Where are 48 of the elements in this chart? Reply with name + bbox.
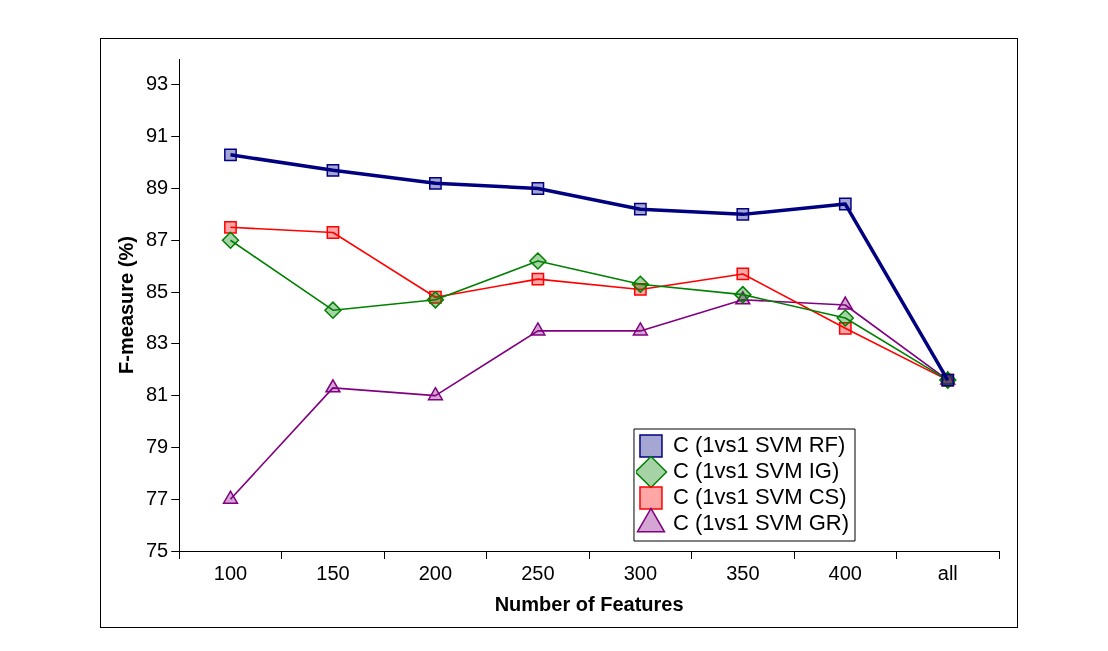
y-tick-label: 77 — [146, 486, 169, 509]
x-tick-label: 150 — [316, 561, 350, 584]
point — [429, 176, 442, 190]
y-tick-label: 93 — [146, 72, 169, 95]
point — [531, 272, 545, 286]
point — [326, 226, 340, 239]
point — [222, 490, 239, 504]
x-tick-label: 100 — [213, 561, 248, 584]
point — [326, 163, 340, 177]
legend-label: C (1vs1 SVM IG) — [672, 458, 840, 484]
point — [529, 252, 547, 270]
y-tick-label: 89 — [146, 175, 169, 198]
x-tick-label: 300 — [623, 561, 658, 584]
x-tick-label: 250 — [521, 561, 555, 584]
x-tick-label: 200 — [418, 561, 453, 584]
point — [221, 231, 240, 250]
y-tick-label: 91 — [146, 124, 169, 147]
y-tick-label: 81 — [146, 383, 169, 406]
point — [736, 267, 750, 281]
point — [224, 148, 237, 162]
point — [325, 379, 341, 393]
point — [633, 202, 647, 216]
x-tick-label: 350 — [726, 561, 760, 584]
point — [224, 220, 237, 234]
point — [736, 207, 750, 221]
y-tick-label: 79 — [146, 434, 169, 457]
y-tick-label: 83 — [146, 331, 169, 354]
legend-label: C (1vs1 SVM CS) — [672, 484, 847, 510]
y-tick-label: 87 — [146, 227, 169, 250]
point — [426, 291, 445, 309]
y-tick-label: 85 — [146, 279, 169, 302]
point — [324, 301, 342, 319]
x-tick-label: 400 — [828, 561, 862, 584]
point — [631, 275, 650, 294]
point — [632, 322, 649, 336]
legend-label: C (1vs1 SVM RF) — [672, 432, 846, 458]
legend-label: C (1vs1 SVM GR) — [672, 510, 850, 536]
point — [837, 296, 853, 310]
y-tick-label: 75 — [146, 538, 169, 561]
point — [530, 322, 546, 336]
y-axis-title: F-measure (%) — [114, 236, 137, 374]
point — [531, 182, 545, 195]
x-axis-title: Number of Features — [494, 592, 684, 615]
point — [427, 386, 444, 401]
point — [838, 197, 852, 211]
x-tick-label: all — [937, 561, 958, 584]
point — [734, 285, 752, 304]
point — [836, 309, 855, 327]
